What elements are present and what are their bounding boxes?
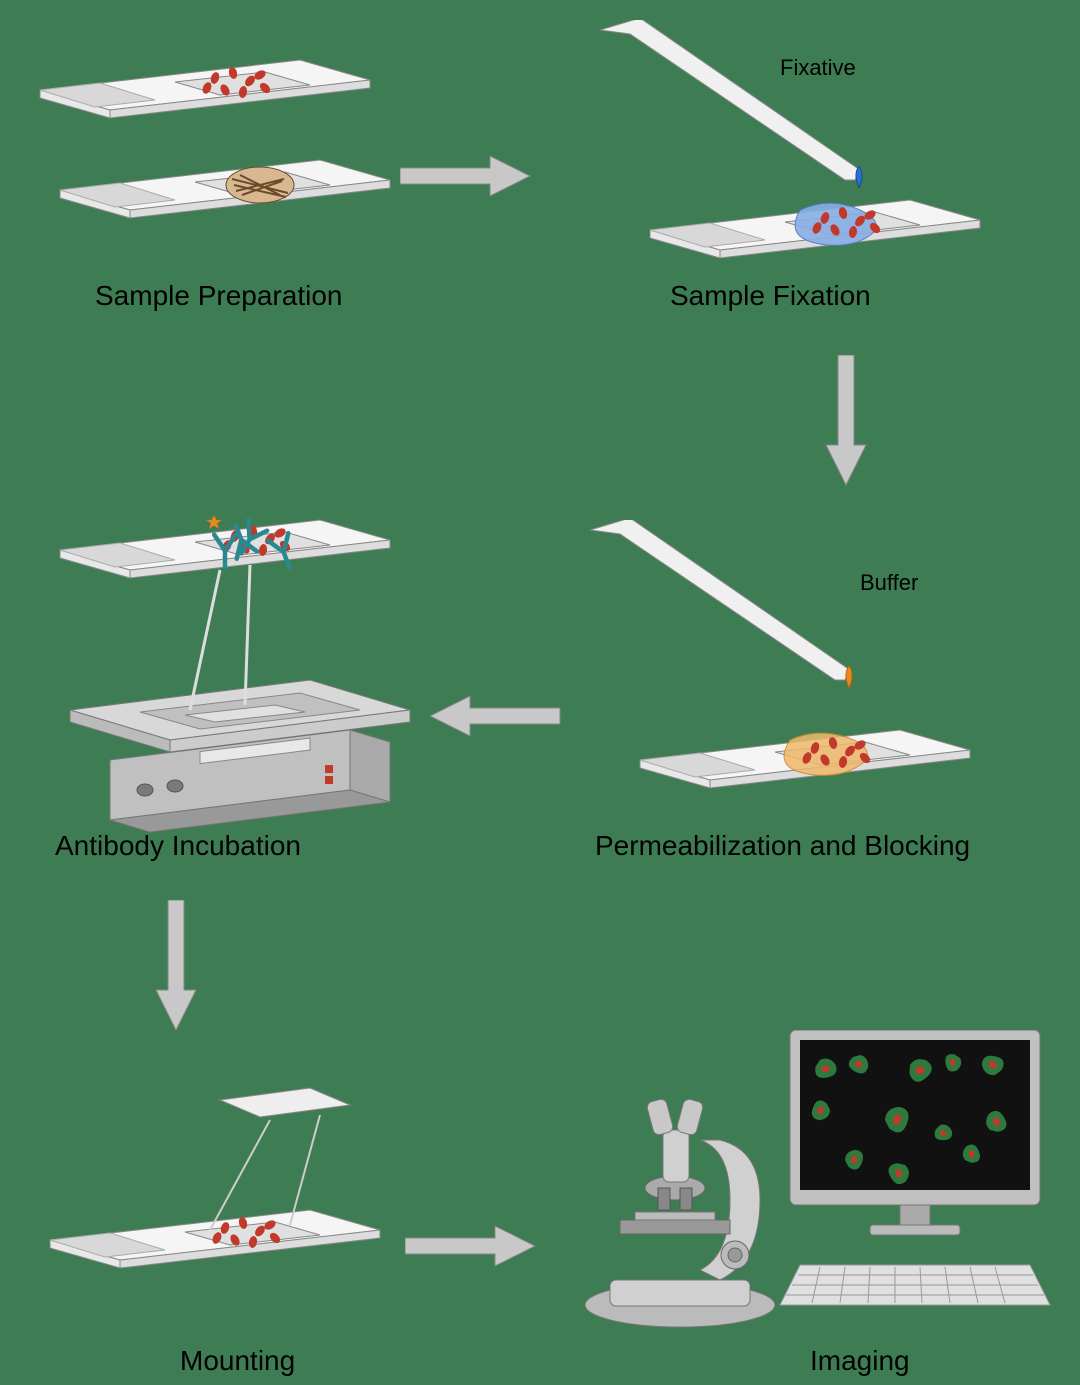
buffer-annotation: Buffer (860, 570, 918, 596)
step-label-antibody-incubation: Antibody Incubation (55, 830, 301, 862)
step-label-permeabilization: Permeabilization and Blocking (595, 830, 970, 862)
arrow-mounting-to-imaging (405, 1220, 555, 1280)
arrow-fixation-to-perm (820, 355, 880, 505)
permeabilization-icon (590, 520, 1050, 820)
step-label-mounting: Mounting (180, 1345, 295, 1377)
mounting-icon (20, 1080, 420, 1340)
antibody-incubation-icon (20, 500, 440, 840)
arrow-antibody-to-mounting (150, 900, 210, 1050)
sample-preparation-icon (30, 40, 400, 280)
arrow-perm-to-antibody (430, 690, 580, 750)
step-label-sample-preparation: Sample Preparation (95, 280, 342, 312)
imaging-icon (560, 1030, 1060, 1350)
step-label-imaging: Imaging (810, 1345, 910, 1377)
step-label-sample-fixation: Sample Fixation (670, 280, 871, 312)
fixative-annotation: Fixative (780, 55, 856, 81)
arrow-prep-to-fixation (400, 150, 550, 210)
